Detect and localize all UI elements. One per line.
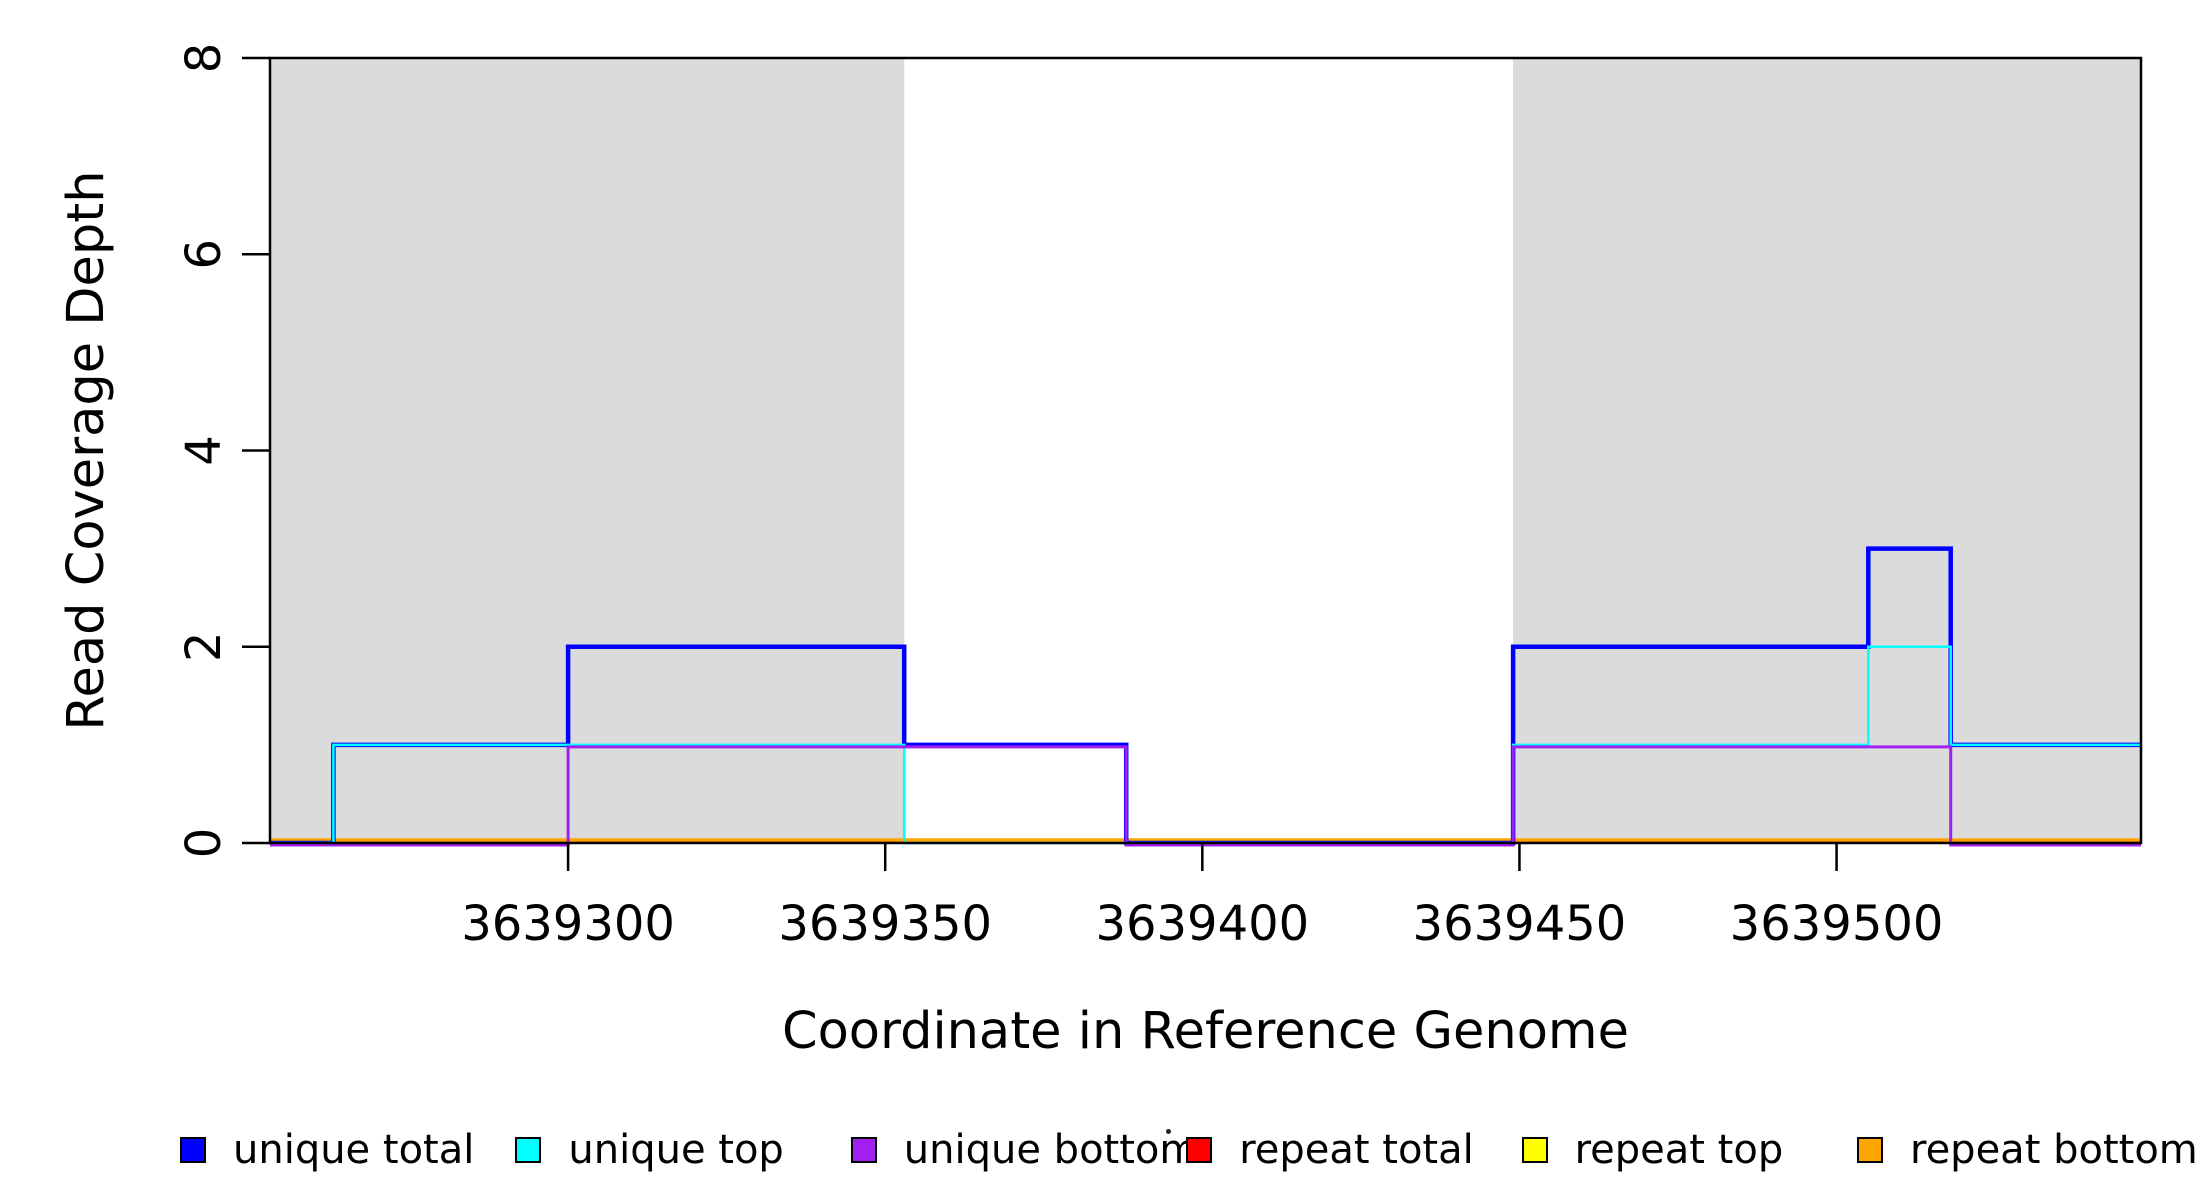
legend-item-unique-total: unique total <box>180 1128 474 1172</box>
legend-label: repeat total <box>1239 1127 1474 1173</box>
y-tick-label: 6 <box>176 239 232 270</box>
chart-legend: unique total unique top unique bottom repea… <box>0 1128 2200 1188</box>
x-axis-title: Coordinate in Reference Genome <box>782 1002 1629 1061</box>
legend-swatch-repeat-top <box>1521 1137 1548 1163</box>
legend-label: repeat top <box>1574 1127 1784 1173</box>
y-tick-label: 8 <box>176 43 232 74</box>
y-tick-label: 2 <box>176 631 232 662</box>
y-axis-title: Read Coverage Depth <box>57 170 116 730</box>
legend-label: unique top <box>568 1127 784 1173</box>
legend-swatch-unique-bottom <box>850 1137 877 1163</box>
x-tick-label: 3639400 <box>1095 896 1309 952</box>
legend-label: unique total <box>233 1127 475 1173</box>
legend-swatch-repeat-bottom <box>1857 1137 1883 1163</box>
repeat-region-shading-2 <box>1513 59 2141 842</box>
y-tick-label: 0 <box>176 828 232 859</box>
legend-swatch-repeat-total <box>1186 1137 1213 1163</box>
legend-label: unique bottom <box>903 1127 1199 1173</box>
x-tick-label: 3639500 <box>1730 896 1944 952</box>
legend-label: repeat bottom <box>1910 1127 2198 1173</box>
legend-item-unique-bottom: unique bottom <box>850 1127 1199 1173</box>
legend-swatch-unique-top <box>515 1137 542 1163</box>
x-tick-label: 3639300 <box>461 896 675 952</box>
legend-item-repeat-top: repeat top <box>1521 1127 1784 1173</box>
x-tick-label: 3639450 <box>1413 896 1627 952</box>
legend-item-unique-top: unique top <box>515 1127 784 1173</box>
legend-item-repeat-total: repeat total <box>1186 1128 1474 1172</box>
step-line-unique-bottom <box>270 745 2141 847</box>
legend-item-repeat-bottom: repeat bottom <box>1857 1128 2198 1172</box>
y-tick-label: 4 <box>176 435 232 466</box>
x-tick-label: 3639350 <box>778 896 992 952</box>
stray-dot-mark <box>1166 1129 1171 1134</box>
repeat-region-shading-1 <box>270 59 905 842</box>
legend-swatch-unique-total <box>180 1137 206 1163</box>
